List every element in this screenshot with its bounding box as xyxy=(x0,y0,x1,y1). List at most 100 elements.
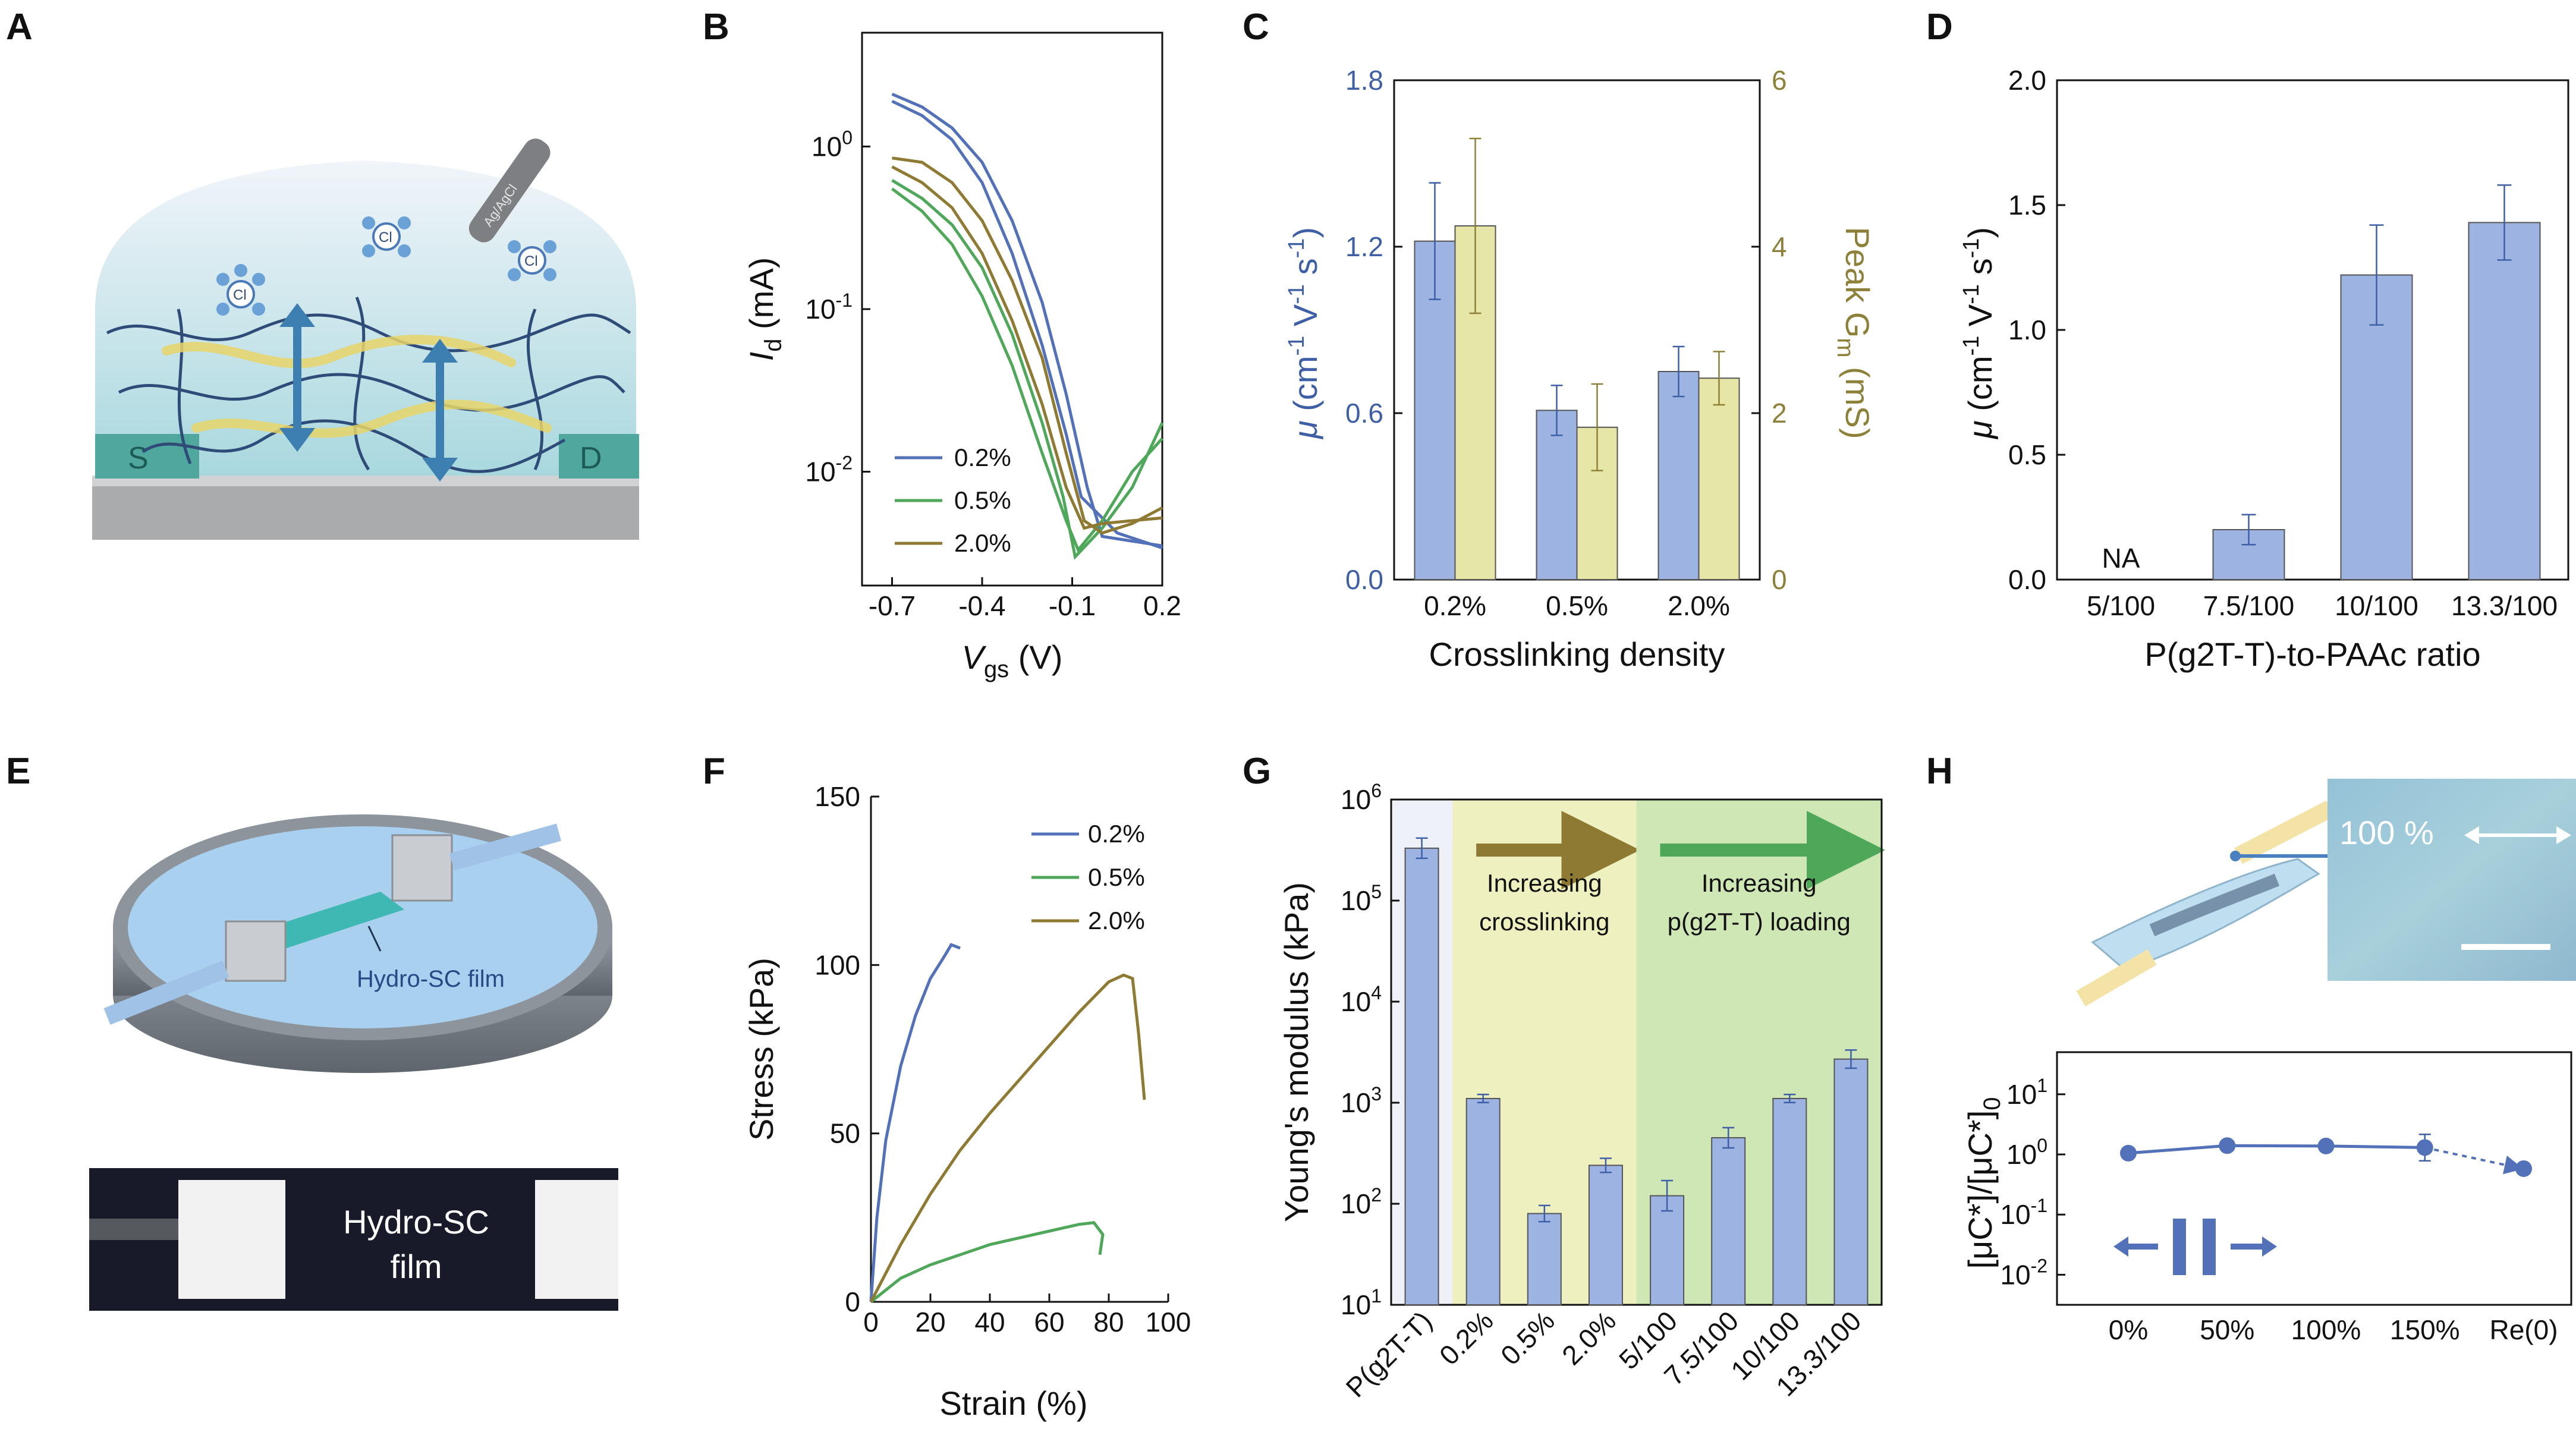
x-tick-label: 20 xyxy=(915,1307,945,1338)
bar xyxy=(1527,1213,1562,1306)
panel-e-illustration: Hydro-SC film Hydro-SC film xyxy=(89,814,618,1311)
y-right-tick-label: 2 xyxy=(1772,398,1787,429)
y-tick-label: 103 xyxy=(1341,1083,1382,1118)
series-line-0.2% xyxy=(869,943,961,1302)
y-tick-label: 10-1 xyxy=(805,289,853,325)
conjugated-chains xyxy=(162,335,552,438)
recovery-dashed-line xyxy=(2424,1146,2524,1175)
bar xyxy=(2340,274,2413,581)
series-line-0.5% xyxy=(891,187,1163,553)
chart-d-mobility-ratio: 0.0 0.5 1.0 1.5 2.0 5/100 NA 7.5/100 10/100 13.3/… xyxy=(1959,65,2569,673)
source-label: S xyxy=(128,441,149,476)
panel-label-a: A xyxy=(6,7,33,48)
strain-label: 100 % xyxy=(2339,814,2434,851)
x-tick-label: 0.5% xyxy=(1495,1305,1561,1371)
y-tick-label: 1.5 xyxy=(2008,190,2046,221)
y-tick-label: 100 xyxy=(2006,1135,2047,1170)
chloride-ion-icon: Cl Cl Cl xyxy=(227,222,546,309)
x-tick-label: 80 xyxy=(1093,1307,1124,1338)
series-line-2.0% xyxy=(869,973,1146,1303)
y-tick-label: 101 xyxy=(1341,1285,1382,1320)
film-label: Hydro-SC film xyxy=(357,966,505,992)
y-axis-label: Stress (kPa) xyxy=(743,958,780,1141)
pull-arrow-right xyxy=(449,823,562,871)
scale-bar xyxy=(2461,944,2550,950)
bar xyxy=(1404,847,1439,1306)
na-annotation: NA xyxy=(2102,543,2140,574)
panel-label-f: F xyxy=(703,751,725,792)
y-tick-label: 0 xyxy=(845,1286,860,1317)
legend-label: 0.2% xyxy=(954,443,1011,471)
y-tick-label: 101 xyxy=(2006,1075,2047,1110)
stretch-arrow-down xyxy=(2076,949,2157,1006)
y-left-tick-label: 1.8 xyxy=(1345,65,1383,96)
x-tick-label: 0.2 xyxy=(1143,590,1181,621)
y-right-axis-label: Peak Gm (mS) xyxy=(1832,227,1876,439)
photo-clamp-right xyxy=(535,1180,618,1299)
y-axis-label: μ (cm-1 V-1 s-1) xyxy=(1959,227,1999,440)
stretch-arrowhead-left-icon xyxy=(2113,1236,2128,1257)
y-tick-label: 2.0 xyxy=(2008,65,2046,96)
stretch-arrow-up xyxy=(2234,800,2335,864)
y-tick-label: 106 xyxy=(1341,780,1382,815)
band-text-1: Increasing xyxy=(1487,869,1602,897)
x-axis-label: Vgs (V) xyxy=(962,638,1063,682)
y-axis-label: Id (mA) xyxy=(743,257,787,361)
x-tick-label: Re(0) xyxy=(2489,1314,2558,1345)
plot-frame xyxy=(861,32,1163,587)
x-tick-label: 7.5/100 xyxy=(2203,590,2294,621)
series-line-0.5% xyxy=(891,179,1164,560)
clamp-left xyxy=(225,920,287,982)
panel-label-d: D xyxy=(1926,7,1953,48)
y-tick-label: 10-2 xyxy=(2000,1255,2047,1290)
band-text-2: p(g2T-T) loading xyxy=(1668,908,1851,936)
x-tick-label: 150% xyxy=(2390,1314,2460,1345)
y-left-tick-label: 1.2 xyxy=(1345,231,1383,262)
x-axis-label: Crosslinking density xyxy=(1429,635,1725,673)
series-line-0.5% xyxy=(870,1221,1105,1303)
bar xyxy=(1588,1165,1623,1306)
photo-label-1: Hydro-SC xyxy=(343,1203,489,1241)
x-tick-label: -0.1 xyxy=(1049,590,1096,621)
photo-clamp-left xyxy=(178,1180,285,1299)
panel-h-illustration: 100 % xyxy=(2076,779,2576,1006)
data-point xyxy=(2317,1137,2335,1154)
band-text-1: Increasing xyxy=(1701,869,1817,897)
y-tick-label: 0.5 xyxy=(2008,439,2046,470)
plot-frame xyxy=(1390,798,1883,1306)
x-tick-label: 2.0% xyxy=(1668,590,1730,621)
y-tick-label: 100 xyxy=(812,127,853,162)
x-tick-label: -0.4 xyxy=(958,590,1005,621)
bar xyxy=(1711,1137,1746,1305)
y-tick-label: 50 xyxy=(830,1118,860,1149)
x-axis-label: P(g2T-T)-to-PAAc ratio xyxy=(2144,635,2480,673)
stretch-arrowhead-right-icon xyxy=(2262,1236,2277,1257)
x-tick-label: 0% xyxy=(2109,1314,2148,1345)
x-tick-label: 40 xyxy=(974,1307,1005,1338)
x-tick-label: 10/100 xyxy=(2335,590,2418,621)
pull-arrow-left xyxy=(103,961,229,1025)
chart-b-transfer: -0.7 -0.4 -0.1 0.2 10-2 10-1 100 0.2% 0.5% 2.0% Vg… xyxy=(743,32,1181,682)
stretch-icon-block xyxy=(2173,1219,2186,1275)
bar xyxy=(1465,1097,1501,1305)
panel-label-h: H xyxy=(1926,751,1953,792)
data-point xyxy=(2515,1160,2532,1177)
x-tick-label: 0.2% xyxy=(1433,1305,1499,1371)
y-left-tick-label: 0.6 xyxy=(1345,398,1383,429)
polymer-network xyxy=(106,297,631,473)
bar xyxy=(1650,1195,1685,1305)
svg-text:Cl: Cl xyxy=(524,253,538,269)
series-line-2.0% xyxy=(891,165,1163,530)
bar xyxy=(2212,529,2285,580)
x-tick-label: 0 xyxy=(863,1307,879,1338)
x-axis-label: Strain (%) xyxy=(940,1384,1088,1422)
clamp-right xyxy=(391,834,453,902)
legend-label: 2.0% xyxy=(954,529,1011,557)
y-right-tick-label: 0 xyxy=(1772,564,1787,595)
chart-f-stress-strain: 0 20 40 60 80 100 0 50 100 150 0.2% 0.5% 2.0% Strain … xyxy=(743,781,1191,1422)
y-tick-label: 10-2 xyxy=(805,452,853,487)
svg-text:Cl: Cl xyxy=(379,229,392,246)
y-axis-label: [μC*]/[μC*]0 xyxy=(1961,1097,2005,1269)
legend-label: 0.2% xyxy=(1088,820,1145,848)
